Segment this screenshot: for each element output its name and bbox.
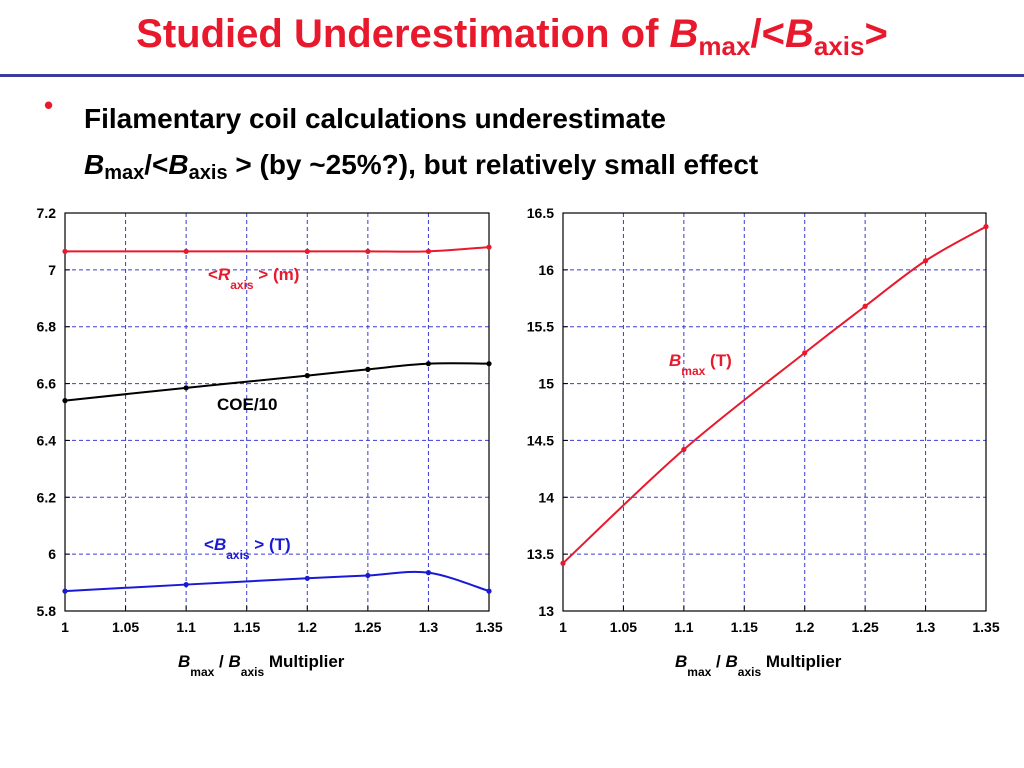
y-tick-label: 16.5	[527, 205, 554, 221]
y-tick-label: 5.8	[37, 603, 57, 619]
series-point	[304, 248, 310, 254]
y-tick-label: 6.6	[37, 376, 57, 392]
series-point	[365, 248, 371, 254]
title-divider	[0, 74, 1024, 77]
x-tick-label: 1.1	[176, 619, 196, 635]
x-tick-label: 1.25	[852, 619, 879, 635]
bullet-line-2: Bmax/<Baxis > (by ~25%?), but relatively…	[84, 149, 759, 184]
slide-title: Studied Underestimation of Bmax/<Baxis>	[136, 12, 888, 61]
y-tick-label: 7.2	[37, 205, 57, 221]
series-label: <Raxis > (m)	[208, 265, 299, 292]
series-label: <Baxis > (T)	[204, 535, 291, 562]
y-tick-label: 13	[538, 603, 554, 619]
y-tick-label: 6.8	[37, 319, 57, 335]
x-axis-label: Bmax / Baxis Multiplier	[675, 652, 842, 679]
series-point	[62, 588, 68, 594]
y-tick-label: 15	[538, 376, 554, 392]
y-tick-label: 15.5	[527, 319, 554, 335]
series-line-1	[562, 225, 987, 564]
series-point	[183, 248, 189, 254]
x-tick-label: 1.1	[674, 619, 694, 635]
series-point	[304, 575, 310, 581]
chart-2: 1 1.05 1.1 1.15 1.2 1.25 1.3 1.35 13 13.5 14 14.5 15…	[527, 205, 1000, 679]
series-line-1	[64, 246, 490, 253]
y-tick-label: 7	[48, 262, 56, 278]
y-tick-label: 13.5	[527, 546, 554, 562]
x-tick-label: 1.15	[233, 619, 260, 635]
x-tick-label: 1.15	[731, 619, 758, 635]
x-tick-label: 1.05	[112, 619, 139, 635]
bullet-line-1: Filamentary coil calculations underestim…	[84, 103, 666, 134]
x-tick-label: 1.05	[610, 619, 637, 635]
series-point	[425, 361, 432, 367]
plot-frame	[64, 212, 490, 612]
chart-1: 1 1.05 1.1 1.15 1.2 1.25 1.3 1.35 5.8 6 6.2 6.4 6.6 6…	[37, 205, 503, 679]
x-tick-label: 1.3	[419, 619, 439, 635]
y-tick-label: 6.2	[37, 489, 57, 505]
x-tick-label: 1	[61, 619, 69, 635]
x-axis-label: Bmax / Baxis Multiplier	[178, 652, 345, 679]
x-tick-label: 1.35	[972, 619, 999, 635]
bullet-marker: •	[44, 90, 54, 120]
x-tick-label: 1	[559, 619, 567, 635]
series-point	[365, 366, 371, 372]
series-point	[183, 385, 189, 391]
x-tick-label: 1.35	[475, 619, 502, 635]
y-tick-label: 6	[48, 546, 56, 562]
x-tick-label: 1.2	[795, 619, 815, 635]
series-point	[62, 398, 68, 404]
series-point	[802, 350, 808, 356]
y-tick-label: 6.4	[37, 432, 57, 448]
series-point	[304, 373, 310, 379]
y-tick-label: 14	[538, 489, 554, 505]
series-point	[922, 258, 929, 264]
series-point	[425, 570, 432, 576]
series-point	[425, 248, 432, 254]
series-point	[983, 224, 989, 230]
plot-frame	[562, 212, 987, 612]
series-point	[486, 588, 492, 594]
y-tick-label: 14.5	[527, 432, 554, 448]
series-point	[681, 446, 687, 453]
series-point	[560, 560, 566, 566]
series-point	[365, 572, 371, 579]
series-point	[486, 361, 492, 367]
series-point	[183, 581, 189, 588]
x-tick-label: 1.25	[354, 619, 381, 635]
x-tick-label: 1.3	[916, 619, 936, 635]
series-point	[62, 248, 68, 254]
x-tick-label: 1.2	[298, 619, 318, 635]
y-tick-label: 16	[538, 262, 554, 278]
series-point	[862, 303, 868, 309]
series-label: COE/10	[217, 395, 277, 414]
series-line-3	[64, 570, 490, 593]
series-point	[486, 244, 492, 250]
bullet-text: Filamentary coil calculations underestim…	[84, 96, 758, 196]
series-label: Bmax (T)	[669, 351, 732, 378]
